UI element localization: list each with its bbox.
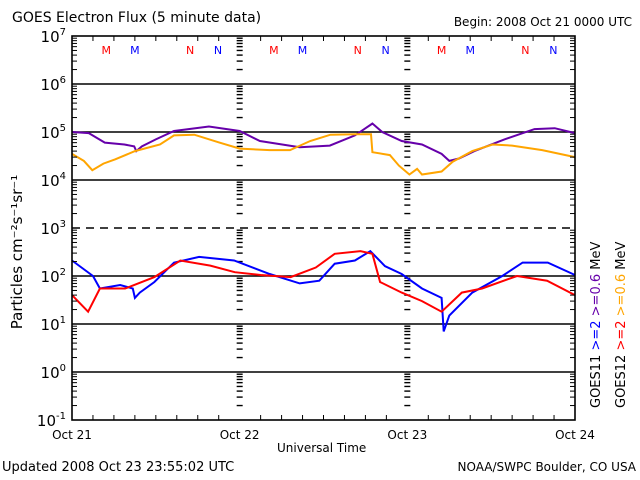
y-tick-label: 100 bbox=[41, 363, 66, 382]
marker-N: N bbox=[382, 44, 390, 57]
credit-text: NOAA/SWPC Boulder, CO USA bbox=[457, 460, 636, 474]
legend-entry: GOES11 bbox=[589, 355, 604, 408]
marker-M: M bbox=[101, 44, 111, 57]
y-axis-label: Particles cm⁻²s⁻¹sr⁻¹ bbox=[8, 175, 26, 329]
grid-layer bbox=[72, 37, 575, 407]
x-tick-label: Oct 24 bbox=[555, 428, 595, 442]
frame-layer bbox=[71, 35, 576, 421]
x-tick-label: Oct 21 bbox=[52, 428, 92, 442]
y-tick-label: 107 bbox=[41, 27, 66, 46]
marker-N: N bbox=[354, 44, 362, 57]
marker-M: M bbox=[437, 44, 447, 57]
series-line-1 bbox=[71, 133, 576, 176]
legend-entry: >=0.6 bbox=[589, 274, 604, 321]
legend-entry: GOES12 bbox=[614, 355, 629, 408]
legend-column-goes12: GOES12 >=2 >=0.6 MeV bbox=[614, 242, 629, 408]
y-tick-label: 104 bbox=[41, 171, 66, 190]
y-tick-label: 105 bbox=[41, 123, 66, 142]
x-tick-labels: Oct 21 Oct 22 Oct 23 Oct 24 bbox=[52, 428, 595, 442]
y-tick-label: 102 bbox=[41, 267, 66, 286]
y-tick-label: 106 bbox=[41, 75, 66, 94]
legend-entry: >=0.6 bbox=[614, 274, 629, 321]
y-tick-label: 101 bbox=[41, 315, 66, 334]
series-line-3 bbox=[71, 250, 576, 314]
marker-N: N bbox=[214, 44, 222, 57]
x-tick-label: Oct 23 bbox=[387, 428, 427, 442]
series-line-0 bbox=[71, 122, 576, 162]
begin-time: Begin: 2008 Oct 21 0000 UTC bbox=[453, 15, 632, 29]
legend-entry: >=2 bbox=[589, 320, 604, 354]
series-layer bbox=[71, 122, 576, 332]
legend-entry: MeV bbox=[589, 242, 604, 274]
marker-M: M bbox=[465, 44, 475, 57]
y-tick-label: 103 bbox=[41, 219, 66, 238]
series-line-2 bbox=[71, 249, 576, 332]
marker-M: M bbox=[130, 44, 140, 57]
y-tick-labels: 107 106 105 104 103 102 101 100 10-1 bbox=[37, 27, 66, 430]
x-axis-label: Universal Time bbox=[277, 441, 367, 455]
marker-M: M bbox=[298, 44, 308, 57]
x-tick-label: Oct 22 bbox=[220, 428, 260, 442]
legend-entry: >=2 bbox=[614, 320, 629, 354]
marker-N: N bbox=[549, 44, 557, 57]
marker-N: N bbox=[521, 44, 529, 57]
chart-title: GOES Electron Flux (5 minute data) bbox=[12, 10, 262, 26]
y-tick-label: 10-1 bbox=[37, 411, 66, 430]
legend-entry: MeV bbox=[614, 242, 629, 274]
marker-N: N bbox=[186, 44, 194, 57]
updated-timestamp: Updated 2008 Oct 23 23:55:02 UTC bbox=[2, 460, 235, 475]
legend-column-goes11: GOES11 >=2 >=0.6 MeV bbox=[589, 242, 604, 408]
marker-M: M bbox=[269, 44, 279, 57]
